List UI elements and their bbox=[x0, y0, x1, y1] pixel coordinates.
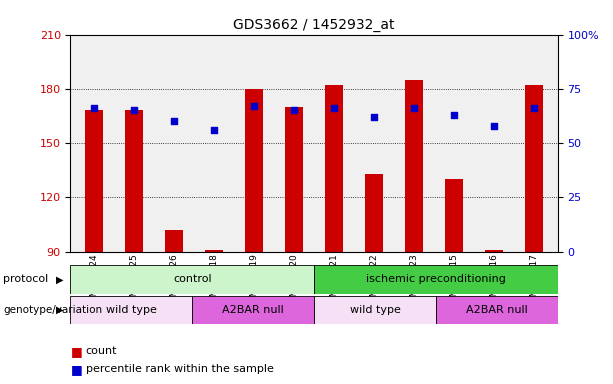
Bar bbox=[525, 85, 543, 252]
Text: ■: ■ bbox=[70, 345, 82, 358]
Point bbox=[529, 105, 539, 111]
Bar bbox=[445, 179, 463, 252]
Text: ischemic preconditioning: ischemic preconditioning bbox=[366, 274, 506, 285]
Text: ■: ■ bbox=[70, 363, 82, 376]
Point bbox=[210, 127, 219, 133]
Point bbox=[329, 105, 339, 111]
Title: GDS3662 / 1452932_at: GDS3662 / 1452932_at bbox=[234, 18, 395, 32]
Text: protocol: protocol bbox=[3, 274, 48, 285]
Text: wild type: wild type bbox=[106, 305, 157, 315]
Bar bbox=[485, 250, 503, 252]
Text: ▶: ▶ bbox=[56, 274, 64, 285]
Point bbox=[409, 105, 419, 111]
Point bbox=[489, 122, 499, 129]
Point bbox=[89, 105, 99, 111]
Bar bbox=[85, 111, 104, 252]
Text: A2BAR null: A2BAR null bbox=[223, 305, 284, 315]
Point bbox=[449, 112, 459, 118]
Bar bbox=[70, 296, 192, 324]
Point bbox=[169, 118, 179, 124]
Bar bbox=[365, 174, 383, 252]
Text: percentile rank within the sample: percentile rank within the sample bbox=[86, 364, 273, 374]
Bar bbox=[325, 85, 343, 252]
Point bbox=[369, 114, 379, 120]
Bar bbox=[166, 230, 183, 252]
Bar bbox=[314, 296, 436, 324]
Bar bbox=[192, 296, 314, 324]
Bar bbox=[205, 250, 223, 252]
Text: control: control bbox=[173, 274, 211, 285]
Bar bbox=[436, 296, 558, 324]
Text: ▶: ▶ bbox=[56, 305, 64, 315]
Bar bbox=[245, 89, 263, 252]
Text: genotype/variation: genotype/variation bbox=[3, 305, 102, 315]
Point bbox=[249, 103, 259, 109]
Bar bbox=[126, 111, 143, 252]
Text: A2BAR null: A2BAR null bbox=[466, 305, 528, 315]
Bar bbox=[405, 80, 423, 252]
Text: wild type: wild type bbox=[349, 305, 400, 315]
Bar bbox=[285, 107, 303, 252]
Point bbox=[129, 108, 139, 114]
Bar bbox=[314, 265, 558, 294]
Text: count: count bbox=[86, 346, 117, 356]
Point bbox=[289, 108, 299, 114]
Bar bbox=[70, 265, 314, 294]
